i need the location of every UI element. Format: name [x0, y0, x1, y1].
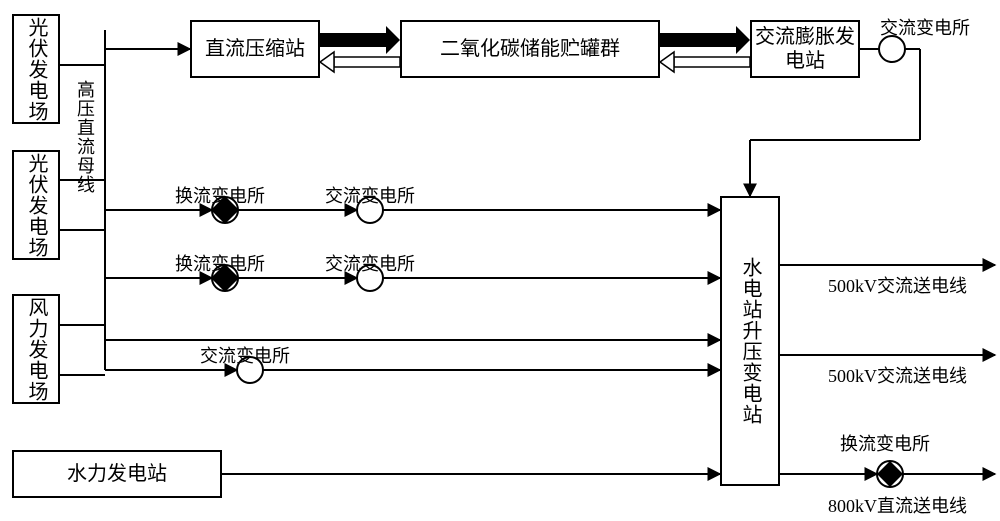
co2-storage-label: 二氧化碳储能贮罐群	[440, 37, 620, 61]
thick-arrow-dc-to-co2	[320, 26, 400, 54]
hollow-arrow-acexp-to-co2	[660, 52, 750, 72]
ac-expansion-station: 交流膨胀发电站	[750, 20, 860, 78]
ac-sub-label-top: 交流变电所	[880, 14, 970, 40]
wind-plant-label: 风力发电场	[24, 297, 48, 402]
pv-plant-2: 光伏发电场	[12, 150, 60, 260]
converter-symbol-3	[877, 461, 903, 487]
conv-sub-label-1: 换流变电所	[175, 182, 265, 208]
hollow-arrow-co2-to-dc	[320, 52, 400, 72]
conv-sub-label-2: 换流变电所	[175, 250, 265, 276]
dc-compression-station: 直流压缩站	[190, 20, 320, 78]
hydro-sub-label: 水电站升压变电站	[738, 257, 762, 425]
dc-compression-label: 直流压缩站	[205, 37, 305, 61]
co2-storage: 二氧化碳储能贮罐群	[400, 20, 660, 78]
ac-sub-label-1: 交流变电所	[325, 182, 415, 208]
ac-expansion-label: 交流膨胀发电站	[752, 25, 858, 73]
pv-plant-1: 光伏发电场	[12, 14, 60, 124]
hydro-step-up-substation: 水电站升压变电站	[720, 196, 780, 486]
conv-sub-label-3: 换流变电所	[840, 430, 930, 456]
hydro-plant-label: 水力发电站	[67, 462, 167, 486]
output-line-1-label: 500kV交流送电线	[828, 272, 967, 298]
output-line-3-label: 800kV直流送电线	[828, 492, 967, 518]
ac-sub-label-3: 交流变电所	[200, 342, 290, 368]
ac-sub-label-2: 交流变电所	[325, 250, 415, 276]
output-line-2-label: 500kV交流送电线	[828, 362, 967, 388]
thick-arrow-co2-to-acexp	[660, 26, 750, 54]
wind-plant: 风力发电场	[12, 294, 60, 404]
hvdc-bus-label: 高压直流母线	[72, 80, 98, 194]
hydro-plant: 水力发电站	[12, 450, 222, 498]
pv-plant-1-label: 光伏发电场	[24, 17, 48, 122]
pv-plant-2-label: 光伏发电场	[24, 153, 48, 258]
